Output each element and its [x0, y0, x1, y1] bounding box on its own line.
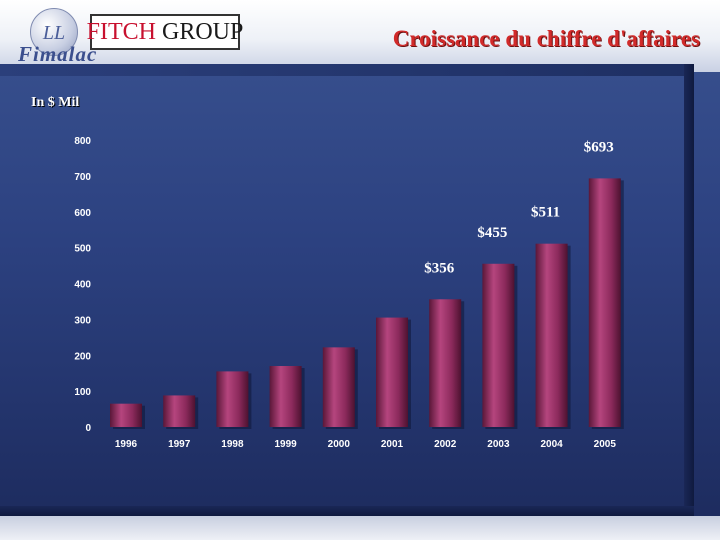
- x-tick-label: 2001: [381, 439, 404, 450]
- bar-2000: [322, 347, 355, 427]
- group-wordmark: GROUP: [162, 18, 244, 45]
- bar-1998: [216, 371, 249, 427]
- right-frame-edge: [684, 64, 694, 514]
- y-tick-label: 200: [74, 351, 91, 362]
- header-divider: [0, 64, 690, 76]
- x-tick-label: 2002: [434, 439, 457, 450]
- x-tick-label: 1997: [168, 439, 191, 450]
- bar-2001: [376, 317, 408, 427]
- data-label-2004: $511: [531, 205, 560, 221]
- y-tick-label: 400: [74, 280, 91, 291]
- bottom-frame-edge: [0, 506, 694, 516]
- fimalac-wordmark: Fimalac: [18, 42, 98, 66]
- x-tick-label: 1999: [274, 439, 297, 450]
- y-tick-label: 700: [74, 172, 91, 183]
- bar-1996: [110, 403, 142, 427]
- data-label-2005: $693: [584, 139, 614, 155]
- fitch-wordmark: FITCH: [86, 18, 156, 45]
- x-tick-label: 1996: [115, 439, 138, 450]
- logo-monogram: LL: [42, 22, 65, 44]
- y-axis-label: In $ Mil: [31, 95, 80, 110]
- y-tick-label: 600: [74, 208, 91, 219]
- y-tick-label: 800: [74, 136, 91, 147]
- page-title: Croissance du chiffre d'affaires: [392, 26, 700, 51]
- bar-2005: [588, 178, 621, 427]
- x-tick-label: 2004: [540, 439, 563, 450]
- y-tick-label: 100: [74, 387, 91, 398]
- bar-1997: [163, 395, 196, 427]
- fitch-group-logo: FITCH GROUP: [86, 14, 244, 50]
- x-tick-label: 2003: [487, 439, 510, 450]
- bar-2003: [482, 263, 515, 427]
- y-tick-label: 0: [85, 423, 91, 434]
- bottom-band: [0, 516, 720, 540]
- bar-1999: [269, 366, 302, 427]
- data-label-2003: $455: [477, 225, 507, 241]
- x-tick-label: 2005: [594, 439, 617, 450]
- y-tick-label: 500: [74, 244, 91, 255]
- y-tick-label: 300: [74, 315, 91, 326]
- bar-2002: [429, 299, 462, 427]
- fimalac-logo-icon: LL: [30, 8, 78, 56]
- x-tick-label: 1998: [221, 439, 244, 450]
- bar-2004: [535, 243, 568, 427]
- data-label-2002: $356: [424, 260, 455, 276]
- x-tick-label: 2000: [328, 439, 351, 450]
